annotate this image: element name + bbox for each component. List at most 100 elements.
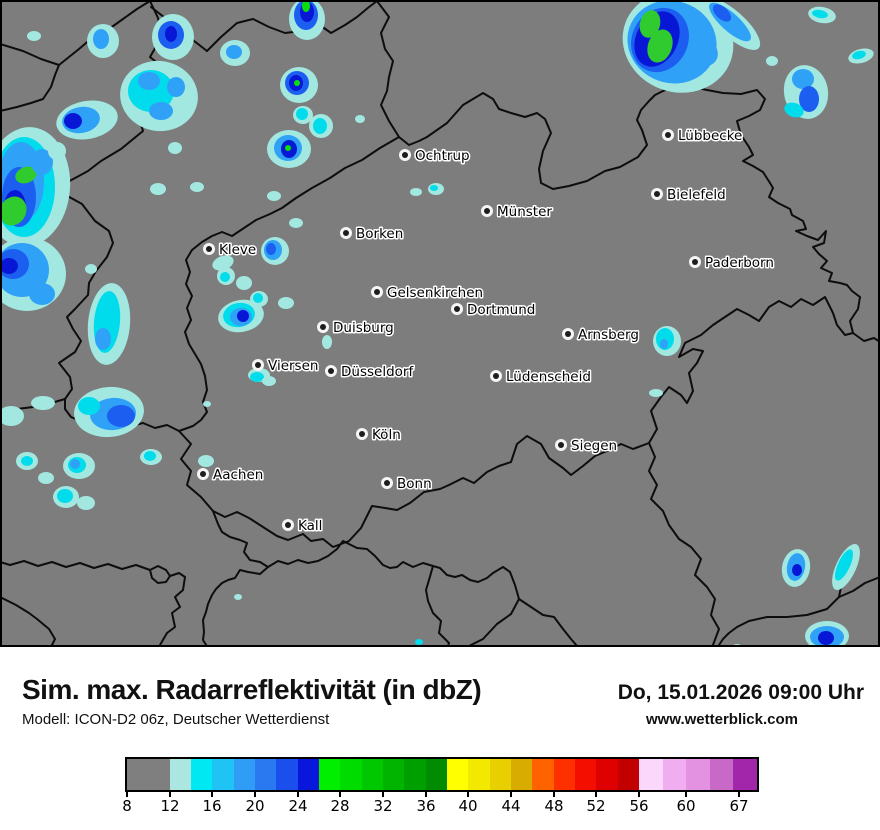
scale-segment [663, 759, 686, 790]
scale-segment [575, 759, 596, 790]
border-line [0, 596, 56, 647]
city-label: Münster [497, 204, 552, 220]
precip-cell [285, 145, 291, 151]
model-info: Modell: ICON-D2 06z, Deutscher Wetterdie… [22, 711, 330, 728]
precipitation-layer [0, 0, 874, 647]
scale-tick-mark [553, 792, 555, 797]
precip-cell [237, 310, 249, 322]
precip-cell [410, 188, 422, 196]
precip-cell [144, 451, 156, 461]
city-marker: Arnsberg [562, 326, 640, 345]
precip-cell [78, 397, 100, 415]
precip-cell [792, 564, 802, 576]
precip-cell [38, 472, 54, 484]
city-dot [359, 431, 365, 437]
city-label: Kleve [219, 242, 256, 258]
scale-tick-label: 20 [245, 797, 265, 815]
city-marker: Viersen [252, 357, 320, 376]
border-line [267, 540, 520, 600]
precip-cell [168, 142, 182, 154]
city-marker: Aachen [197, 466, 265, 485]
border-line [465, 598, 520, 647]
scale-segment [319, 759, 340, 790]
city-marker: Ochtrup [399, 147, 471, 166]
precip-cell [70, 459, 80, 469]
city-dot [565, 331, 571, 337]
precip-cell [296, 108, 308, 120]
city-marker: Dortmund [451, 301, 537, 320]
border-line [0, 0, 151, 66]
precip-cell [792, 69, 814, 89]
city-label: Bielefeld [667, 187, 726, 203]
scale-tick-mark [211, 792, 213, 797]
city-label: Kall [298, 518, 322, 534]
city-marker: Paderborn [689, 254, 775, 273]
precip-cell [107, 405, 135, 427]
reflectivity-scale: 8 12 16 20 24 28 32 36 40 44 48 52 56 60 67 [122, 757, 759, 817]
scale-tick-label: 32 [373, 797, 393, 815]
scale-tick-label: 56 [629, 797, 649, 815]
border-line [0, 64, 60, 112]
city-label: Siegen [571, 438, 617, 454]
precip-cell [93, 29, 109, 49]
border-line [157, 572, 186, 647]
city-label: Düsseldorf [341, 364, 414, 380]
precip-cell [212, 255, 234, 271]
city-marker: Köln [356, 426, 402, 445]
scale-tick-mark [738, 792, 740, 797]
scale-tick-label: 52 [586, 797, 606, 815]
scale-tick-mark [297, 792, 299, 797]
precip-cell [766, 56, 778, 66]
precip-cell [322, 335, 332, 349]
precip-cell [647, 29, 673, 63]
precip-cell [77, 496, 95, 510]
scale-segment [362, 759, 383, 790]
precip-cell [15, 166, 37, 184]
precip-cell [784, 102, 804, 118]
precip-cell [812, 9, 828, 19]
city-dot [558, 442, 564, 448]
border-line [425, 565, 450, 647]
scale-segment [596, 759, 618, 790]
scale-segment [191, 759, 212, 790]
scale-segment [276, 759, 298, 790]
scale-tick-mark [638, 792, 640, 797]
precip-cell [165, 26, 177, 42]
radar-map: Ochtrup Lübbecke Bielefeld Münster Borken Kle… [0, 0, 880, 647]
scale-segment [639, 759, 663, 790]
border-line [178, 430, 650, 548]
scale-tick-mark [169, 792, 171, 797]
scale-tick-mark [510, 792, 512, 797]
city-dot [402, 152, 408, 158]
precip-cell [0, 258, 18, 274]
city-label: Köln [372, 427, 401, 443]
city-label: Lübbecke [678, 128, 742, 144]
scale-segment [468, 759, 490, 790]
city-marker: Gelsenkirchen [371, 284, 485, 303]
city-label: Aachen [213, 467, 263, 483]
city-marker: Münster [481, 203, 554, 222]
border-line [178, 136, 400, 432]
border-line [149, 565, 171, 584]
scale-segment [234, 759, 255, 790]
city-dot [484, 208, 490, 214]
scale-segment [511, 759, 532, 790]
precip-cell [313, 118, 327, 134]
precip-cell [48, 142, 66, 160]
precip-cell [266, 243, 276, 255]
precip-cell [430, 185, 438, 191]
precip-cell [190, 182, 204, 192]
city-markers-layer: Ochtrup Lübbecke Bielefeld Münster Borken Kle… [197, 127, 775, 536]
city-dot [255, 362, 261, 368]
page-title: Sim. max. Radarreflektivität (in dbZ) [22, 674, 482, 705]
precip-cell [138, 72, 160, 90]
border-line [202, 510, 269, 647]
scale-tick-mark [467, 792, 469, 797]
precip-cell [289, 218, 303, 228]
precip-cell [220, 272, 230, 282]
precip-cell [253, 293, 263, 303]
scale-segment [255, 759, 276, 790]
scale-tick-mark [339, 792, 341, 797]
scale-segment [127, 759, 170, 790]
